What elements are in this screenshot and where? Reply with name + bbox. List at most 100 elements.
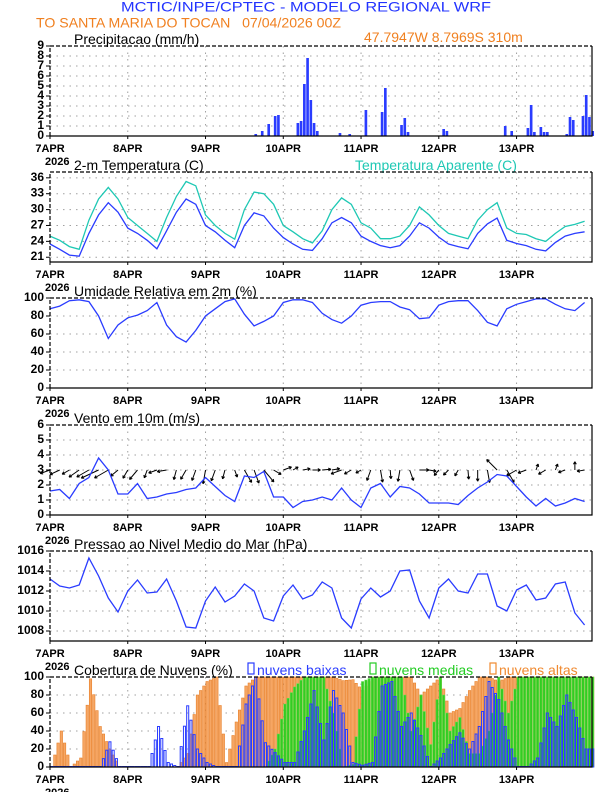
cloud-bar-high [53,754,57,768]
xtick-label: 11APR [344,522,379,534]
cloud-bar-low [166,762,170,768]
xaxis-year: 2026 [45,661,69,673]
wind-arrow [573,461,577,470]
precip-bar [546,132,549,136]
panel-2: 0 20 40 60 80 100 Umidade Relativa em 2m (%) 7A… [24,283,593,420]
xtick-label: 7APR [35,648,64,660]
wind-arrow [180,469,187,480]
series-line-1 [49,180,585,251]
wind-arrow [486,459,498,471]
ytick-label: 4 [37,88,44,102]
wind-arrow [365,469,372,481]
panel-title: Cobertura de Nuvens (%) [74,662,233,678]
xaxis-year: 2026 [45,535,69,547]
wind-arrow [409,469,415,481]
ytick-label: 33 [31,186,45,200]
cloud-bar-high [231,735,235,768]
cloud-bar-mid [526,676,530,768]
frame-bottom-right [50,46,593,137]
wind-arrow [554,463,559,471]
wind-arrow [312,468,321,472]
precip-bar [364,110,368,136]
precip-bar [568,117,572,136]
wind-arrow [442,469,449,476]
xtick-label: 12APR [421,269,457,281]
ytick-label: 1008 [17,623,44,637]
cloud-bar-mid [536,676,540,768]
cloud-bar-high [66,754,70,768]
ytick-label: 8 [37,48,44,62]
wind-arrow [576,469,585,473]
xtick-label: 7APR [35,143,64,155]
precip-bar [277,115,280,136]
xaxis-year: 2026 [45,156,69,168]
xtick-label: 8APR [113,648,142,660]
xtick-label: 8APR [113,395,142,407]
cloud-bar-mid [293,686,297,768]
xtick-label: 11APR [344,648,379,660]
cloud-bar-low [163,750,167,768]
ytick-label: 30 [31,202,45,216]
cloud-bar-high [63,742,67,768]
precip-bar [348,134,352,136]
wind-arrow [94,469,109,479]
precip-bar [571,120,575,136]
frame-bottom-right [50,551,593,642]
cloud-bar-mid [516,676,520,768]
precip-bar [384,88,387,136]
ytick-label: 40 [31,723,45,737]
ytick-label: 27 [31,217,45,231]
wind-arrow [355,469,362,474]
xtick-label: 11APR [344,269,379,281]
cloud-bar-low [153,739,157,768]
ytick-label: 24 [31,233,45,247]
xtick-label: 10APR [266,395,302,407]
ytick-label: 1 [37,492,44,506]
cloud-bar-high [98,726,102,768]
ytick-label: 1012 [17,583,44,597]
wind-arrow [76,469,90,478]
ytick-label: 5 [37,78,44,92]
cloud-bar-high [212,678,216,768]
cloud-bar-high [95,710,99,768]
ytick-label: 60 [31,326,45,340]
precip-bar [503,126,507,136]
xtick-label: 9APR [191,648,220,660]
precip-bar [273,116,277,136]
cloud-bar-mid [283,703,287,768]
wind-arrow [475,470,480,482]
xtick-label: 8APR [113,143,142,155]
wind-arrow [379,469,385,483]
coordinates-label: 47.7947W 8.7969S 310m [364,29,523,45]
cloud-bar-high [205,681,209,768]
ytick-label: 21 [31,249,45,263]
ytick-label: 9 [37,38,44,52]
frame-top-left [49,45,592,136]
cloud-bar-high [218,705,222,768]
wind-arrow [221,469,226,480]
xtick-label: 9APR [191,395,220,407]
xtick-label: 11APR [344,143,379,155]
cloud-bar-high [56,742,60,768]
wind-arrow [61,469,70,475]
cloud-bar-high [215,676,219,768]
xaxis-year: 2026 [45,787,69,792]
xtick-label: 13APR [499,269,535,281]
precip-bar [303,84,306,136]
xtick-label: 9APR [191,522,220,534]
cloud-bar-mid [370,676,374,768]
cloud-bar-low [160,738,164,768]
wind-arrow [330,469,342,475]
wind-arrow [129,469,138,480]
panel-title: Pressao ao Nivel Medio do Mar (hPa) [74,536,307,552]
ytick-label: 40 [31,344,45,358]
wind-arrow [191,469,197,481]
ytick-label: 80 [31,308,45,322]
frame-top-left [49,676,592,767]
frame-bottom-right [50,172,593,263]
precip-bar [406,132,410,136]
cloud-bar-low [150,753,154,768]
